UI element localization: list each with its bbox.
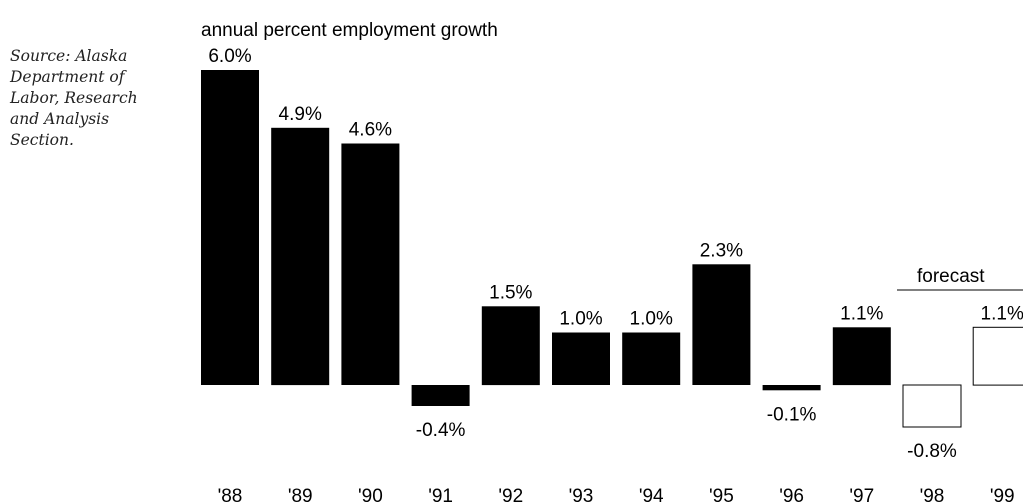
bar-2 <box>341 143 400 385</box>
bar-8 <box>762 385 821 391</box>
value-label-2: 4.6% <box>349 120 392 141</box>
category-label-0: '88 <box>218 486 243 504</box>
category-label-11: '99 <box>990 486 1015 504</box>
category-label-2: '90 <box>358 486 383 504</box>
bar-7 <box>692 264 751 385</box>
bar-5 <box>552 332 610 385</box>
chart-title: annual percent employment growth <box>201 20 498 41</box>
value-label-11: 1.1% <box>981 303 1023 324</box>
forecast-label: forecast <box>917 266 985 287</box>
value-label-0: 6.0% <box>208 46 251 67</box>
bar-6 <box>622 332 681 385</box>
value-label-3: -0.4% <box>416 420 466 441</box>
category-label-7: '95 <box>709 486 734 504</box>
bars-group: 6.0% '88 4.9% '89 4.6% '90 -0.4% '91 1.5% '92 1.0%… <box>201 46 1023 504</box>
value-label-7: 2.3% <box>700 240 743 261</box>
category-label-8: '96 <box>779 486 804 504</box>
bar-9 <box>832 327 891 386</box>
category-label-5: '93 <box>569 486 594 504</box>
value-label-9: 1.1% <box>840 303 883 324</box>
value-label-8: -0.1% <box>767 404 817 425</box>
category-label-3: '91 <box>428 486 453 504</box>
category-label-9: '97 <box>849 486 874 504</box>
value-label-1: 4.9% <box>279 104 322 125</box>
source-note: Source: Alaska Department of Labor, Rese… <box>10 47 138 149</box>
category-label-10: '98 <box>920 486 945 504</box>
category-label-1: '89 <box>288 486 313 504</box>
value-label-6: 1.0% <box>630 309 673 330</box>
category-label-6: '94 <box>639 486 664 504</box>
bar-10 <box>902 384 962 428</box>
bar-11 <box>972 326 1023 386</box>
bar-0 <box>201 70 259 385</box>
bar-4 <box>481 306 540 386</box>
value-label-5: 1.0% <box>559 309 602 330</box>
bar-1 <box>271 127 330 386</box>
bar-3 <box>411 385 470 406</box>
value-label-4: 1.5% <box>489 282 532 303</box>
category-label-4: '92 <box>498 486 523 504</box>
value-label-10: -0.8% <box>907 441 957 462</box>
